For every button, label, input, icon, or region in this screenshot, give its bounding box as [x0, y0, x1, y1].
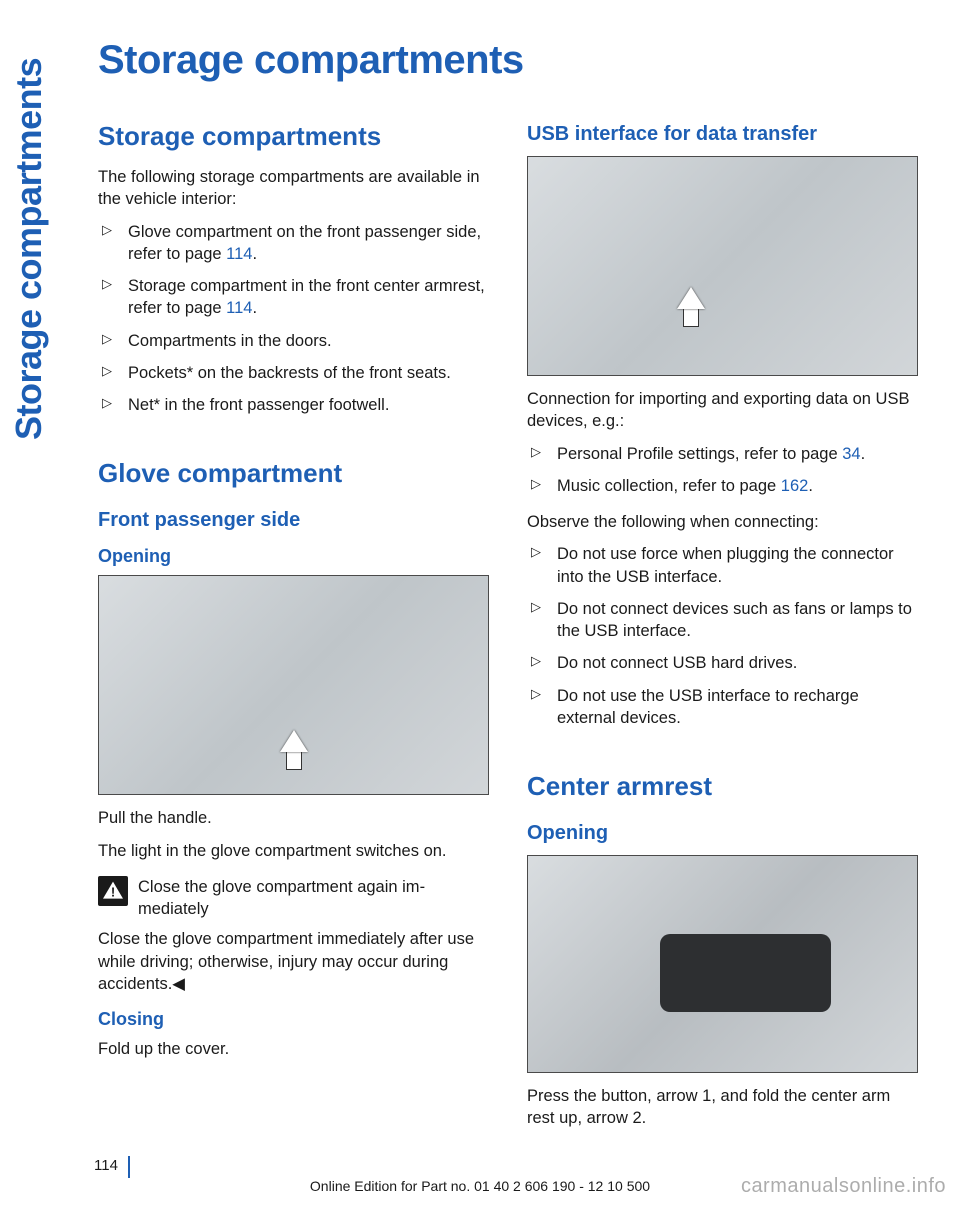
arrow-up-icon — [280, 730, 308, 752]
page-title: Storage compartments — [98, 38, 918, 83]
intro-paragraph: The following storage compartments are a… — [98, 166, 489, 211]
subheading-opening: Opening — [527, 822, 918, 845]
left-column: Storage compartments The following stora… — [98, 119, 489, 1140]
page-number: 114 — [94, 1157, 118, 1174]
right-column: USB interface for data transfer Connecti… — [527, 119, 918, 1140]
list-text: . — [252, 299, 257, 317]
list-text: Music collection, refer to page — [557, 477, 781, 495]
page-link[interactable]: 162 — [781, 477, 809, 495]
list-item: Do not connect USB hard drives. — [527, 652, 918, 674]
subheading-opening: Opening — [98, 546, 489, 567]
list-text: Personal Profile settings, refer to page — [557, 445, 842, 463]
list-item: Storage compartment in the front center … — [98, 275, 489, 320]
side-tab-label: Storage compartments — [8, 58, 50, 440]
list-item: Do not connect devices such as fans or l… — [527, 598, 918, 643]
watermark: carmanualsonline.info — [741, 1175, 946, 1198]
warning-icon — [98, 876, 128, 906]
warning-body-text: Close the glove compartment immediately … — [98, 930, 474, 993]
page-content: Storage compartments Storage compartment… — [98, 38, 918, 1186]
list-item: Compartments in the doors. — [98, 330, 489, 352]
section-heading-glove: Glove compartment — [98, 458, 489, 489]
list-text: Glove compartment on the front passenger… — [128, 223, 481, 263]
paragraph: The light in the glove compartment switc… — [98, 840, 489, 862]
arrow-up-icon — [677, 287, 705, 309]
paragraph: Pull the handle. — [98, 807, 489, 829]
paragraph: Observe the following when connecting: — [527, 511, 918, 533]
paragraph: Connection for importing and exporting d… — [527, 388, 918, 433]
list-text: . — [808, 477, 813, 495]
armrest-shape — [660, 934, 831, 1012]
glove-compartment-illustration — [98, 575, 489, 795]
section-heading-storage: Storage compartments — [98, 121, 489, 152]
center-armrest-illustration — [527, 855, 918, 1073]
subheading-closing: Closing — [98, 1009, 489, 1030]
subheading-front-passenger: Front passenger side — [98, 509, 489, 532]
usb-interface-illustration — [527, 156, 918, 376]
warning-body: Close the glove compartment immediately … — [98, 928, 489, 995]
page-link[interactable]: 114 — [226, 245, 252, 263]
usb-list-2: Do not use force when plugging the con­n… — [527, 543, 918, 729]
two-column-layout: Storage compartments The following stora… — [98, 119, 918, 1140]
usb-list-1: Personal Profile settings, refer to page… — [527, 443, 918, 498]
list-text: . — [252, 245, 257, 263]
warning-title: Close the glove compartment again im­med… — [138, 876, 489, 921]
storage-list: Glove compartment on the front passenger… — [98, 221, 489, 417]
list-text: Storage compartment in the front center … — [128, 277, 485, 317]
page-link[interactable]: 114 — [226, 299, 252, 317]
paragraph: Press the button, arrow 1, and fold the … — [527, 1085, 918, 1130]
page-number-divider — [128, 1156, 130, 1178]
list-item: Glove compartment on the front passenger… — [98, 221, 489, 266]
list-item: Do not use the USB interface to recharge… — [527, 685, 918, 730]
list-item: Pockets* on the backrests of the front s… — [98, 362, 489, 384]
warning-notice: Close the glove compartment again im­med… — [98, 876, 489, 921]
list-item: Do not use force when plugging the con­n… — [527, 543, 918, 588]
subheading-usb: USB interface for data transfer — [527, 123, 918, 146]
list-text: . — [861, 445, 866, 463]
page-link[interactable]: 34 — [842, 445, 860, 463]
paragraph: Fold up the cover. — [98, 1038, 489, 1060]
list-item: Net* in the front passenger footwell. — [98, 394, 489, 416]
list-item: Music collection, refer to page 162. — [527, 475, 918, 497]
section-heading-armrest: Center armrest — [527, 771, 918, 802]
list-item: Personal Profile settings, refer to page… — [527, 443, 918, 465]
